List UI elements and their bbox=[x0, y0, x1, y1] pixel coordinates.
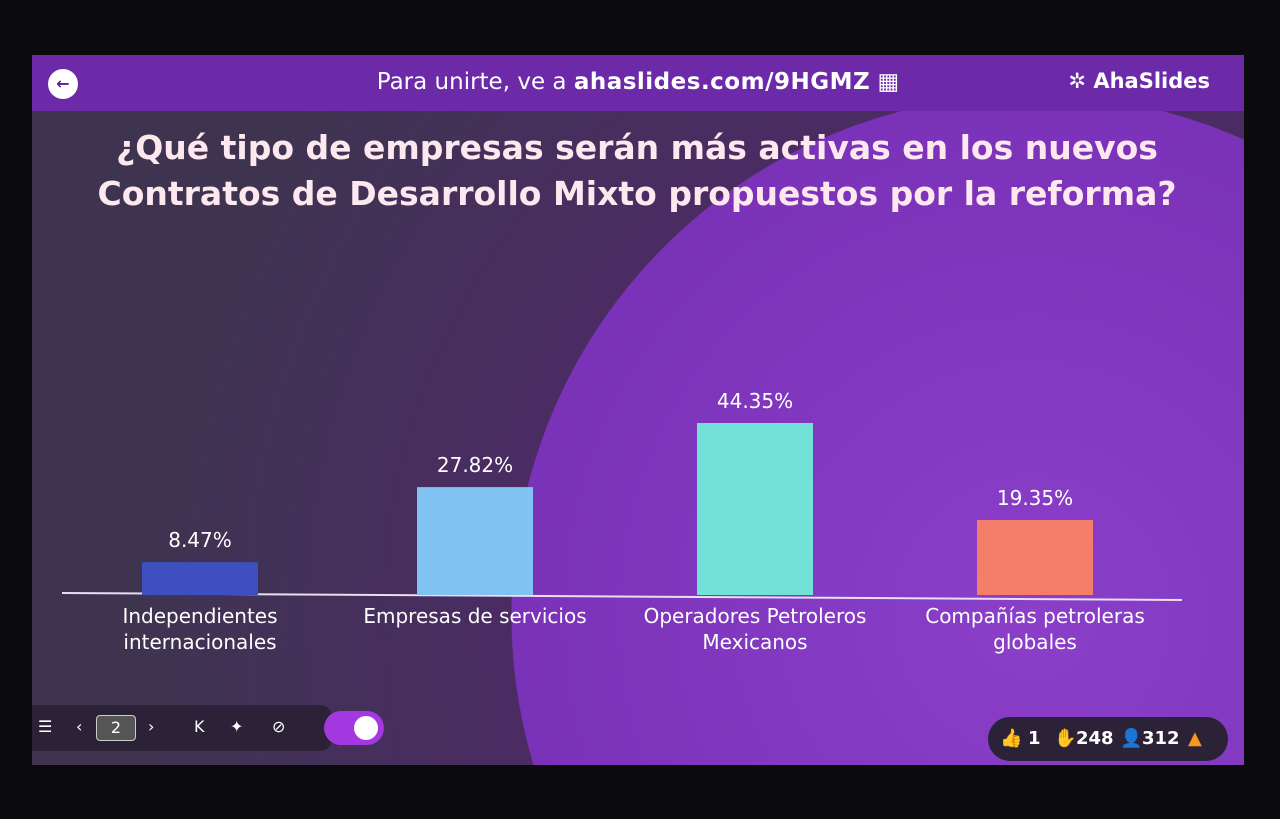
value-label: 44.35% bbox=[716, 389, 794, 413]
people-icon: 👤 bbox=[1120, 728, 1143, 749]
category-label: Operadores Petroleros Mexicanos bbox=[643, 604, 867, 654]
prev-button[interactable]: ‹ bbox=[76, 717, 83, 736]
slide-number[interactable]: 2 bbox=[96, 715, 136, 741]
like-icon: 👍 bbox=[1000, 728, 1023, 749]
brand: ✲ AhaSlides bbox=[1068, 69, 1210, 93]
keyboard-button[interactable]: K bbox=[194, 717, 205, 736]
reaction-icon: ✋ bbox=[1054, 728, 1077, 749]
warning-icon[interactable]: ▲ bbox=[1188, 728, 1202, 749]
category-label: Empresas de servicios bbox=[363, 604, 587, 628]
top-bar: ← Para unirte, ve a ahaslides.com/9HGMZ … bbox=[32, 55, 1244, 111]
hide-button[interactable]: ⊘ bbox=[272, 717, 286, 736]
stats: 👍 1 ✋ 248 👤 312 ▲ bbox=[988, 717, 1228, 761]
toggle[interactable] bbox=[324, 711, 384, 745]
category-label: Independientes internacionales bbox=[122, 604, 278, 654]
bar bbox=[142, 562, 258, 595]
chart bbox=[61, 423, 1183, 601]
bar bbox=[977, 519, 1093, 595]
join-info: Para unirte, ve a ahaslides.com/9HGMZ ▦ bbox=[376, 69, 900, 95]
back-button[interactable]: ← bbox=[48, 69, 78, 99]
presentation-screen: ← Para unirte, ve a ahaslides.com/9HGMZ … bbox=[32, 55, 1244, 765]
reactions: 248 bbox=[1076, 728, 1114, 749]
participants: 312 bbox=[1142, 728, 1180, 749]
join-url[interactable]: ahaslides.com/9HGMZ bbox=[573, 69, 871, 95]
value-label: 19.35% bbox=[996, 485, 1074, 510]
next-button[interactable]: › bbox=[148, 717, 155, 736]
value-label: 8.47% bbox=[168, 528, 232, 553]
bar bbox=[697, 423, 813, 595]
toolbar: ☰ ‹ 2 › K ✦ ⊘ bbox=[32, 705, 332, 751]
effects-button[interactable]: ✦ bbox=[230, 717, 244, 736]
category-label: Compañías petroleras globales bbox=[925, 604, 1145, 654]
chart-title: ¿Qué tipo de empresas serán más activas … bbox=[97, 128, 1177, 213]
bar bbox=[417, 487, 533, 595]
likes: 1 bbox=[1028, 728, 1041, 749]
join-text: Para unirte, ve a bbox=[376, 69, 567, 95]
brand-name: AhaSlides bbox=[1093, 69, 1210, 93]
value-label: 27.82% bbox=[436, 453, 514, 478]
menu-button[interactable]: ☰ bbox=[38, 717, 53, 736]
